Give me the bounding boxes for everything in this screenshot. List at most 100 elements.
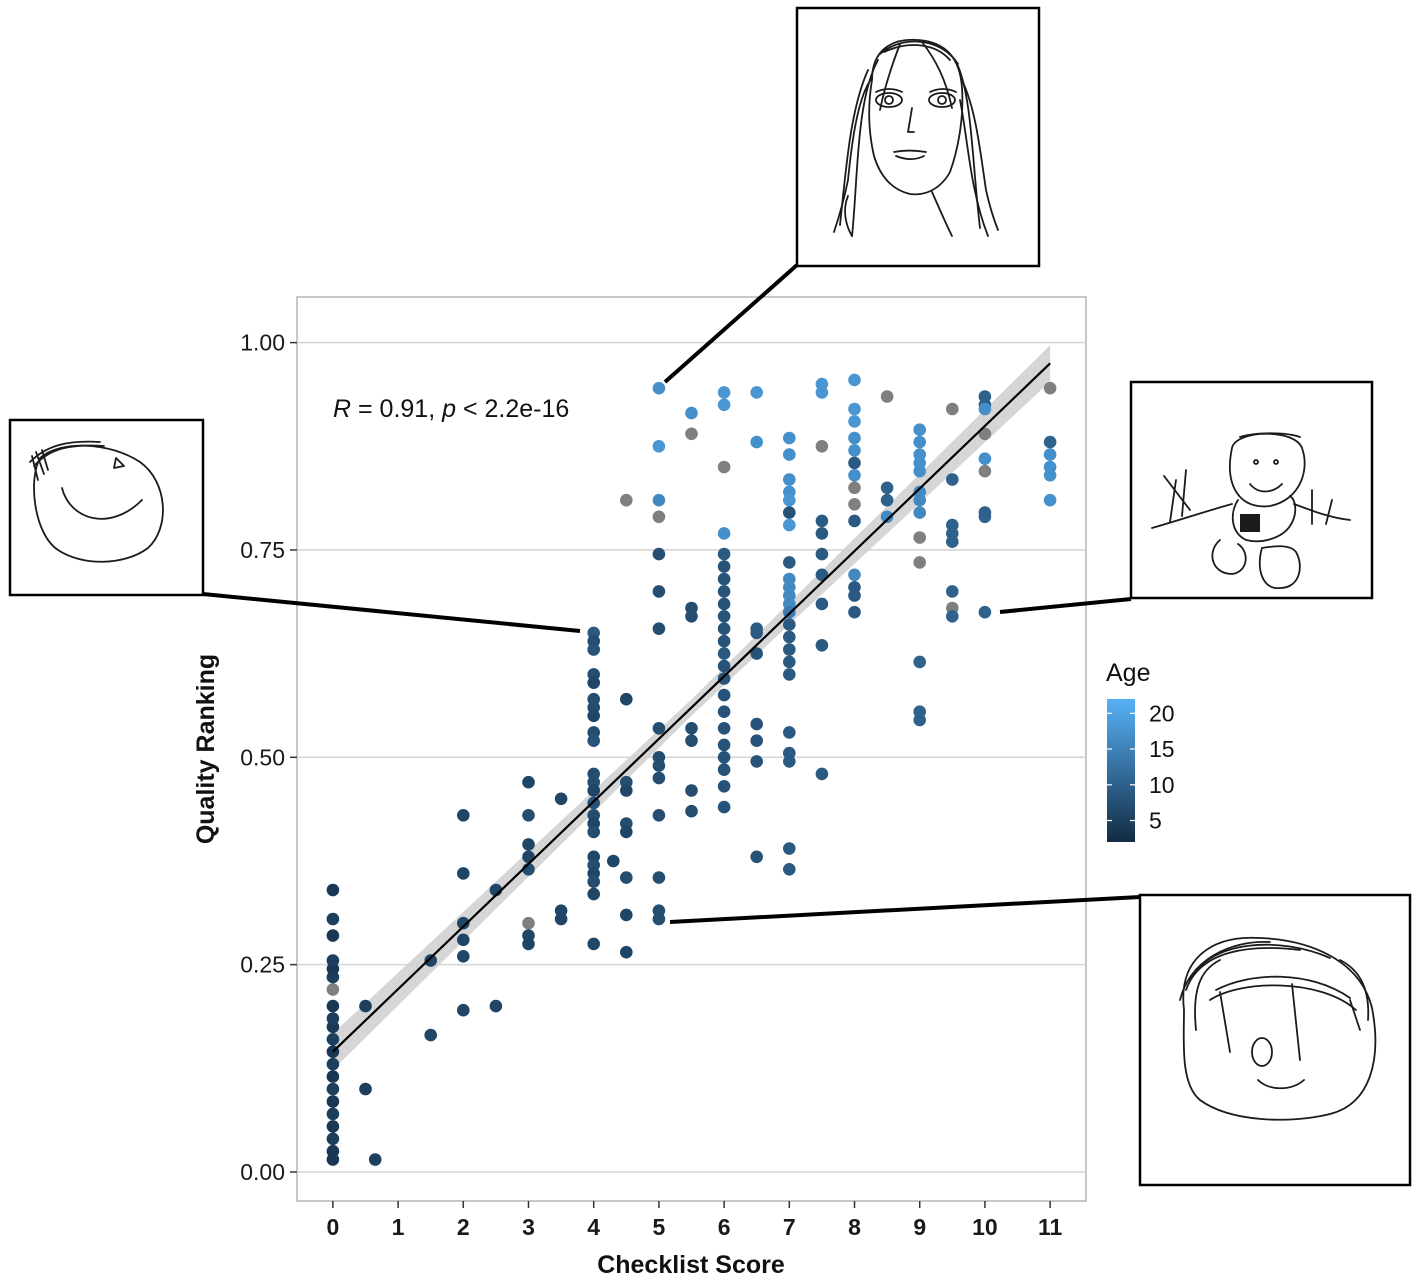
data-point <box>652 622 666 635</box>
x-tick-label: 11 <box>1038 1214 1063 1240</box>
data-point <box>457 916 470 930</box>
data-point <box>652 759 666 772</box>
data-point <box>522 838 535 851</box>
data-point <box>685 427 698 441</box>
data-point <box>554 792 568 806</box>
data-point <box>326 1120 340 1133</box>
data-point <box>1043 435 1057 449</box>
data-point <box>717 763 731 776</box>
data-point <box>946 610 959 623</box>
data-point <box>717 780 731 793</box>
data-point <box>848 373 861 387</box>
y-tick-label: 0.50 <box>240 744 285 770</box>
data-point <box>652 809 666 822</box>
data-point <box>717 647 731 660</box>
correlation-annotation: R = 0.91, p < 2.2e-16 <box>333 395 569 423</box>
data-point <box>848 469 861 482</box>
data-point <box>368 1153 382 1166</box>
y-axis-title: Quality Ranking <box>192 654 220 844</box>
data-point <box>717 722 731 735</box>
x-tick-label: 2 <box>457 1214 470 1240</box>
data-point <box>522 775 535 789</box>
data-point <box>554 912 568 926</box>
data-point <box>750 755 763 768</box>
data-point <box>848 431 861 445</box>
data-point <box>1043 469 1057 482</box>
data-point <box>652 381 666 395</box>
data-point <box>783 431 796 445</box>
data-point <box>587 709 600 723</box>
r-label: R <box>333 395 351 423</box>
data-point <box>946 402 959 416</box>
data-point <box>717 738 731 752</box>
data-point <box>750 647 763 660</box>
data-point <box>913 464 926 478</box>
data-point <box>326 1132 340 1146</box>
data-point <box>717 688 731 702</box>
data-point <box>587 887 600 901</box>
data-point <box>717 610 731 623</box>
data-point <box>783 473 796 486</box>
data-point <box>652 510 666 524</box>
data-point <box>848 444 861 457</box>
data-point <box>717 560 731 573</box>
data-point <box>326 912 340 926</box>
data-point <box>326 883 340 897</box>
data-point <box>587 937 600 951</box>
inset-drawing-scribble-face <box>1138 893 1412 1187</box>
data-point <box>783 556 796 569</box>
data-point <box>326 983 340 996</box>
data-point <box>913 713 926 727</box>
data-point <box>326 954 340 967</box>
data-point <box>717 386 731 399</box>
data-point <box>326 929 340 942</box>
data-point <box>848 589 861 602</box>
data-point <box>685 804 698 818</box>
data-point <box>848 415 861 428</box>
data-point <box>685 784 698 797</box>
data-point <box>978 510 992 524</box>
data-point <box>1043 448 1057 461</box>
leader-line-stickfigure <box>999 597 1132 614</box>
data-point <box>913 423 926 437</box>
x-tick-label: 6 <box>718 1214 731 1240</box>
data-point <box>620 908 633 922</box>
x-tick-label: 3 <box>522 1214 535 1240</box>
data-point <box>717 751 731 764</box>
data-point <box>587 643 600 656</box>
data-point <box>652 771 666 785</box>
data-point <box>717 398 731 412</box>
data-point <box>913 556 926 569</box>
data-point <box>457 867 470 880</box>
legend-colorbar <box>1107 699 1135 842</box>
data-point <box>783 643 796 656</box>
data-point <box>326 999 340 1013</box>
y-tick-label: 0.75 <box>240 537 285 563</box>
data-point <box>652 493 666 507</box>
x-tick-label: 10 <box>972 1214 998 1240</box>
data-point <box>750 435 763 449</box>
data-point <box>652 547 666 561</box>
data-point <box>750 717 763 731</box>
data-point <box>1043 381 1057 395</box>
y-axis-ticks: 0.00 0.25 0.50 0.75 1.00 <box>240 330 297 1185</box>
data-point <box>783 726 796 739</box>
data-point <box>717 547 731 561</box>
data-point <box>848 514 861 528</box>
data-point <box>880 481 894 495</box>
data-point <box>815 597 829 611</box>
p-value: < 2.2e-16 <box>456 395 569 423</box>
data-point <box>326 1070 340 1083</box>
data-point <box>913 435 926 449</box>
regression-layer <box>332 362 1051 1053</box>
data-point <box>848 402 861 416</box>
data-point <box>489 999 503 1013</box>
data-point <box>587 875 600 888</box>
r-value: = 0.91, <box>351 395 442 423</box>
data-point <box>750 850 763 864</box>
inset-drawing-adult-face <box>795 6 1041 268</box>
data-point <box>978 427 992 441</box>
legend-tick-label: 10 <box>1149 772 1175 798</box>
data-point <box>750 626 763 640</box>
data-point <box>913 493 926 507</box>
